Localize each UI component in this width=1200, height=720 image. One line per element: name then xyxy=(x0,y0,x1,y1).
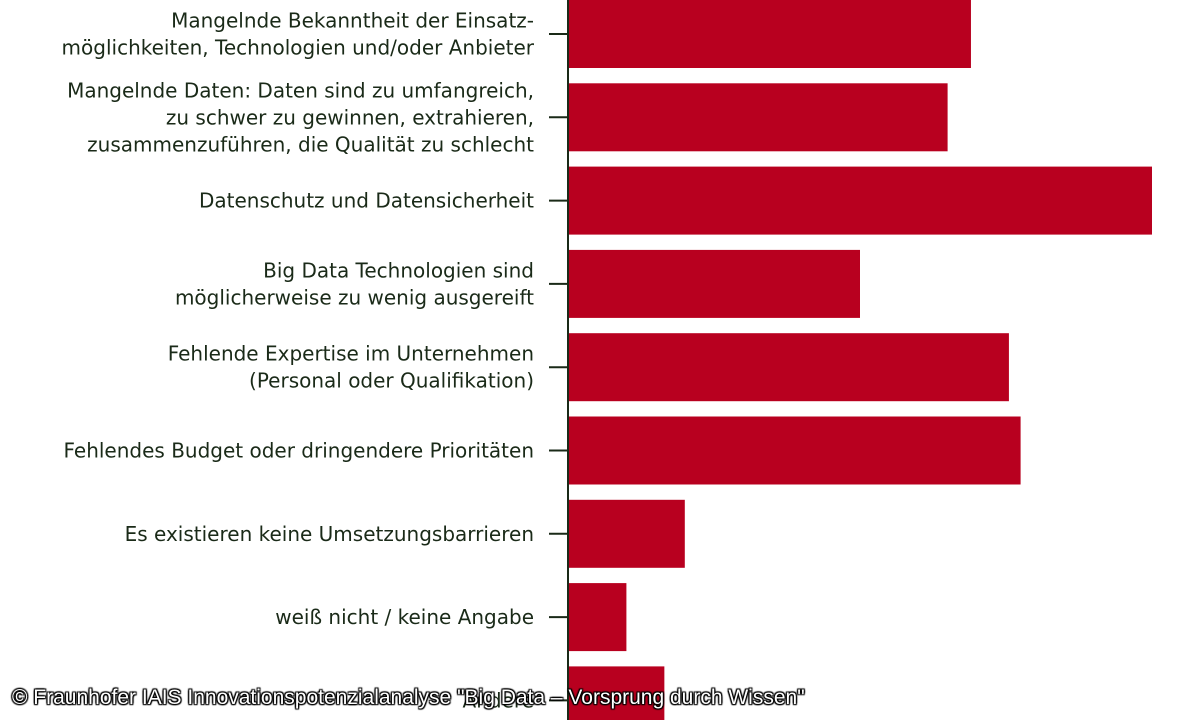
category-label-line: Mangelnde Bekanntheit der Einsatz- xyxy=(171,9,534,33)
bar xyxy=(568,333,1009,402)
bar xyxy=(568,0,971,68)
bar xyxy=(568,583,627,652)
bar xyxy=(568,83,948,152)
bars-group xyxy=(568,0,1152,720)
category-label-line: Datenschutz und Datensicherheit xyxy=(199,189,534,213)
category-label-line: (Personal oder Qualifikation) xyxy=(249,369,534,393)
category-label-line: möglicherweise zu wenig ausgereift xyxy=(175,285,534,309)
category-labels-group: Mangelnde Bekanntheit der Einsatz-möglic… xyxy=(62,9,535,713)
bar xyxy=(568,166,1152,235)
category-label-line: Andere xyxy=(463,688,534,712)
category-label: Es existieren keine Umsetzungsbarrieren xyxy=(125,522,534,546)
bar xyxy=(568,416,1021,485)
category-label-line: Big Data Technologien sind xyxy=(263,258,534,282)
category-label: Fehlendes Budget oder dringendere Priori… xyxy=(63,439,534,463)
category-label-line: zusammenzuführen, die Qualität zu schlec… xyxy=(87,132,534,156)
category-label-line: Es existieren keine Umsetzungsbarrieren xyxy=(125,522,534,546)
bar xyxy=(568,249,860,318)
category-label: Fehlende Expertise im Unternehmen (Person… xyxy=(168,342,534,393)
ticks-group xyxy=(549,33,568,702)
category-label-line: möglichkeiten, Technologien und/oder Anb… xyxy=(62,36,535,60)
category-label-line: Fehlende Expertise im Unternehmen xyxy=(168,342,534,366)
category-label: Datenschutz und Datensicherheit xyxy=(199,189,534,213)
category-label-line: zu schwer zu gewinnen, extrahieren, xyxy=(166,105,534,129)
copyright-caption: © Fraunhofer IAIS Innovationspotenzialan… xyxy=(12,686,805,709)
category-label-line: Mangelnde Daten: Daten sind zu umfangrei… xyxy=(67,78,534,102)
category-label: weiß nicht / keine Angabe xyxy=(275,605,534,629)
bar xyxy=(568,499,685,568)
category-label-line: weiß nicht / keine Angabe xyxy=(275,605,534,629)
category-label: Andere xyxy=(463,688,534,712)
category-label: Mangelnde Bekanntheit der Einsatz-möglic… xyxy=(62,9,535,60)
category-label-line: Fehlendes Budget oder dringendere Priori… xyxy=(63,439,534,463)
bar xyxy=(568,666,665,720)
category-label: Mangelnde Daten: Daten sind zu umfangrei… xyxy=(67,78,534,156)
category-label: Big Data Technologien sind möglicherweise… xyxy=(175,258,534,309)
